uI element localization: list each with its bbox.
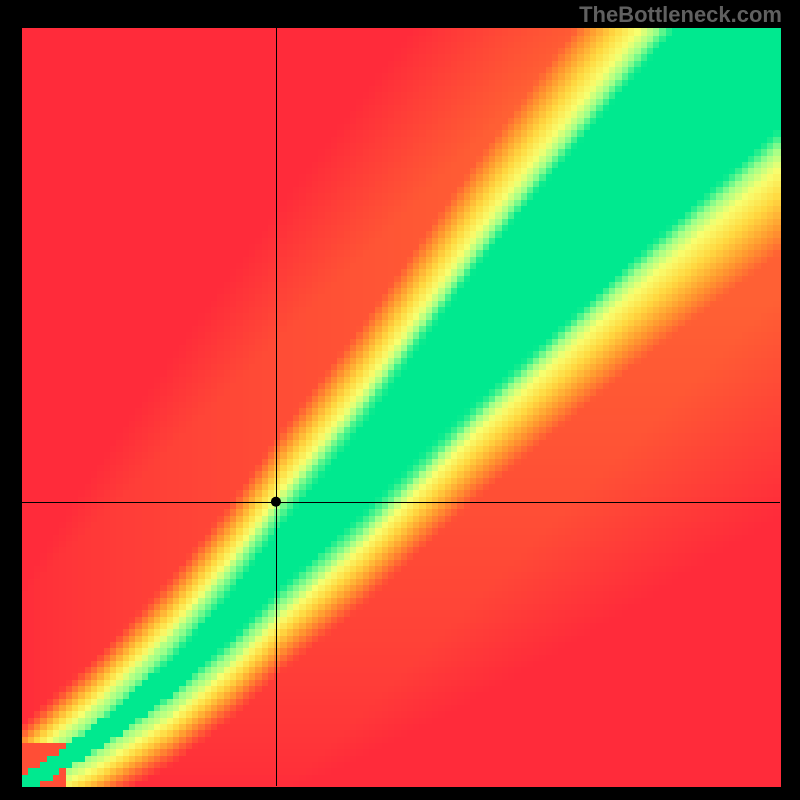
bottleneck-heatmap <box>0 0 800 800</box>
site-watermark: TheBottleneck.com <box>579 2 782 28</box>
